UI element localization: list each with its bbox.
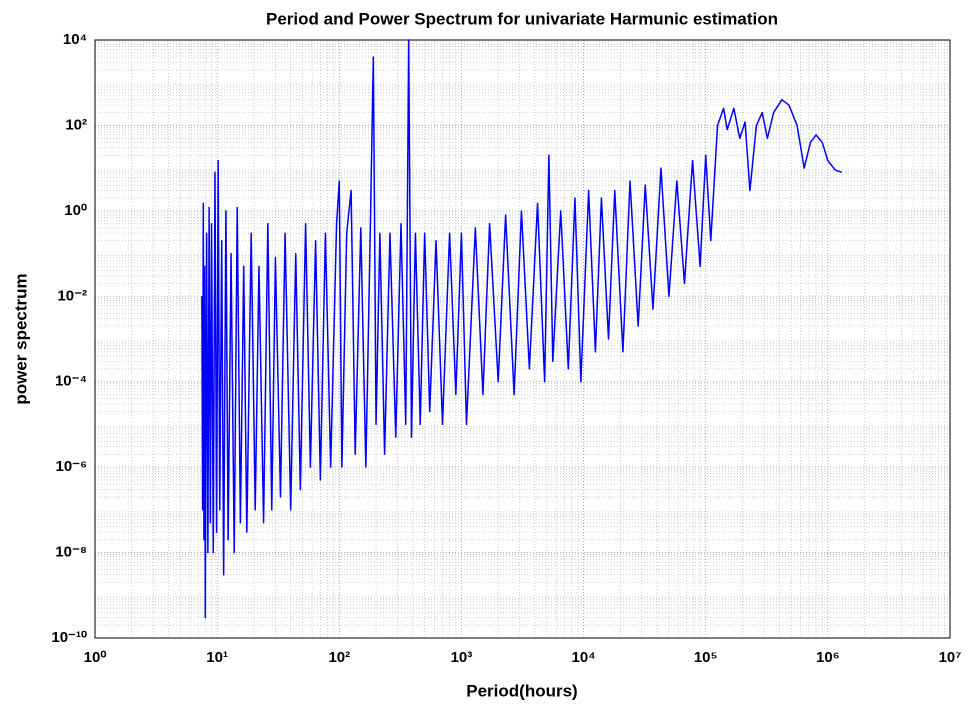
y-tick-label: 10⁻⁸ [55, 544, 87, 561]
x-tick-label: 10⁴ [572, 649, 596, 666]
y-tick-label: 10⁻⁴ [55, 373, 87, 390]
y-tick-label: 10⁻² [57, 287, 87, 304]
x-tick-label: 10⁶ [816, 649, 840, 666]
data-line [201, 39, 843, 619]
y-tick-label: 10⁰ [64, 202, 87, 219]
y-tick-label: 10² [65, 116, 87, 133]
x-tick-label: 10¹ [206, 649, 228, 666]
x-tick-label: 10³ [451, 649, 473, 666]
plot-frame [94, 39, 951, 639]
chart-title: Period and Power Spectrum for univariate… [266, 9, 778, 28]
y-axis-label: power spectrum [11, 273, 30, 404]
y-tick-label: 10⁻¹⁰ [51, 629, 87, 646]
x-tick-label: 10² [328, 649, 350, 666]
x-tick-label: 10⁰ [84, 649, 107, 666]
x-axis-label: Period(hours) [466, 681, 577, 700]
x-tick-label: 10⁵ [694, 649, 718, 666]
y-tick-label: 10⁴ [63, 31, 87, 48]
x-tick-label: 10⁷ [939, 649, 962, 666]
y-tick-label: 10⁻⁶ [55, 458, 87, 475]
